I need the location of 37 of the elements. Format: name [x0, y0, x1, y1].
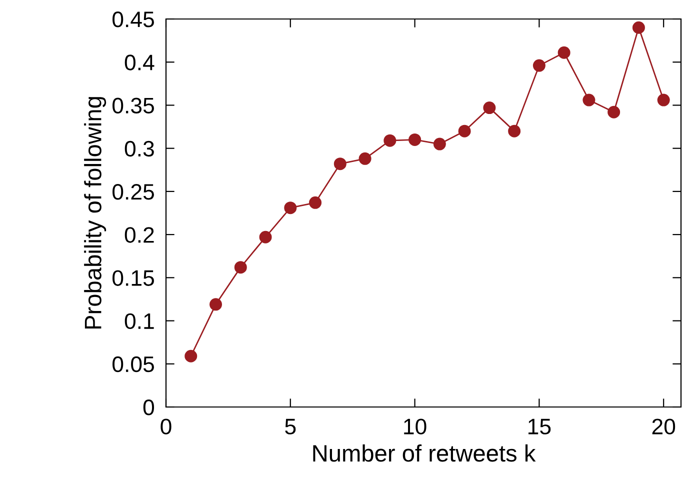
- point: [284, 202, 297, 214]
- point: [483, 102, 496, 114]
- x-tick-label: 5: [285, 418, 296, 434]
- y-tick-label: 0: [143, 400, 154, 416]
- point: [458, 124, 471, 138]
- y-tick-label: 0.25: [112, 184, 154, 200]
- point: [657, 94, 670, 106]
- y-tick-label: 0.1: [124, 313, 154, 330]
- point: [532, 59, 546, 72]
- point: [433, 138, 446, 150]
- y-tick-label: 0.35: [112, 98, 154, 114]
- point: [632, 21, 645, 34]
- y-tick-label: 0.2: [124, 227, 154, 243]
- point: [184, 350, 198, 362]
- y-tick-label: 0.3: [124, 140, 154, 157]
- x-tick-label: 20: [652, 418, 676, 434]
- point: [234, 261, 247, 274]
- y-tick-label: 0.4: [124, 54, 154, 70]
- y-tick-label: 0.05: [112, 356, 154, 372]
- y-tick-label: 0.45: [112, 12, 154, 28]
- point: [608, 106, 620, 118]
- x-axis-title: Number of retweets k: [313, 444, 536, 462]
- point: [384, 134, 396, 147]
- x-tick-label: 0: [160, 418, 172, 434]
- point: [334, 158, 346, 170]
- point: [358, 152, 372, 165]
- x-tick-label: 15: [528, 418, 551, 434]
- point: [210, 298, 222, 311]
- point: [259, 230, 272, 244]
- x-tick-label: 10: [404, 418, 426, 434]
- point: [582, 94, 596, 106]
- point: [558, 46, 570, 59]
- y-axis-title: Probability of following: [84, 97, 106, 329]
- y-tick-label: 0.15: [112, 270, 154, 286]
- point: [408, 133, 422, 146]
- point: [508, 124, 521, 138]
- point: [309, 196, 322, 209]
